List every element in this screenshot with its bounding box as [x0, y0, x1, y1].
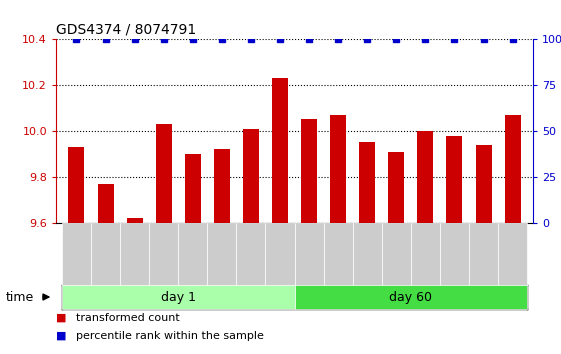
- Bar: [68, 147, 85, 223]
- Bar: [272, 78, 288, 223]
- Bar: [388, 152, 404, 223]
- Bar: [185, 154, 201, 223]
- Text: day 1: day 1: [160, 291, 196, 303]
- Bar: [504, 115, 521, 223]
- Bar: [214, 149, 230, 223]
- Text: ■: ■: [56, 331, 67, 341]
- Text: time: time: [6, 291, 34, 303]
- Text: GDS4374 / 8074791: GDS4374 / 8074791: [56, 22, 196, 36]
- Text: transformed count: transformed count: [76, 313, 180, 323]
- Bar: [447, 136, 462, 223]
- Text: day 60: day 60: [389, 291, 433, 303]
- Bar: [243, 129, 259, 223]
- Bar: [359, 143, 375, 223]
- Bar: [330, 115, 346, 223]
- Bar: [98, 184, 113, 223]
- Bar: [156, 124, 172, 223]
- Text: percentile rank within the sample: percentile rank within the sample: [76, 331, 264, 341]
- Bar: [301, 119, 317, 223]
- Text: ■: ■: [56, 313, 67, 323]
- Bar: [127, 218, 142, 223]
- Bar: [476, 145, 491, 223]
- Bar: [417, 131, 433, 223]
